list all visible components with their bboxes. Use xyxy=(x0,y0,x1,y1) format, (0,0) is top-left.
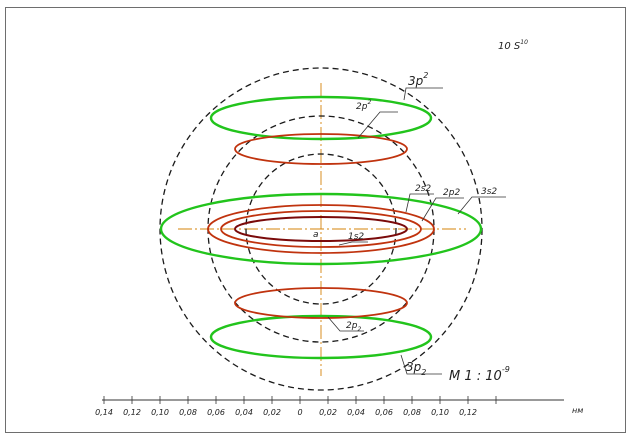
leader-2p-top xyxy=(357,111,398,139)
scale-label: M 1 : 10-9 xyxy=(449,365,510,384)
scale-tick-label: 0,14 xyxy=(95,408,113,417)
orbital-2p-bottom xyxy=(234,287,408,319)
label-2s2: 2s2 xyxy=(415,184,431,194)
scale-tick-label: 0,08 xyxy=(403,408,421,417)
nucleus-label: a xyxy=(313,230,319,240)
orbital-1s2 xyxy=(234,216,408,242)
label-3p-bottom: 3p2 xyxy=(406,360,426,377)
scale-tick-label: 0 xyxy=(297,408,302,417)
orbital-2s2 xyxy=(207,204,435,254)
label-3p-top: 3p2 xyxy=(408,71,428,88)
label-2p-bottom: 2p2 xyxy=(346,321,361,333)
scale-tick-label: 0,02 xyxy=(263,408,281,417)
scale-tick-label: 0,12 xyxy=(459,408,477,417)
shell-circle-inner xyxy=(245,153,397,305)
scale-tick-label: 0,10 xyxy=(431,408,449,417)
scale-tick-label: 0,02 xyxy=(319,408,337,417)
scale-tick-label: 0,10 xyxy=(151,408,169,417)
label-3s2: 3s2 xyxy=(481,187,497,197)
leader-2p-bottom xyxy=(327,316,364,332)
leader-3s2 xyxy=(457,196,506,215)
label-2p-top: 2p2 xyxy=(356,99,371,112)
scale-tick-label: 0,04 xyxy=(235,408,253,417)
leader-2s2 xyxy=(405,193,434,213)
orbital-2p2 xyxy=(220,210,422,248)
scale-tick-label: 0,04 xyxy=(347,408,365,417)
scale-tick-label: 0,12 xyxy=(123,408,141,417)
scale-bar-ticks: 0,14 0,12 0,10 0,08 0,06 0,04 0,02 0 0,02 0,04 0,0… xyxy=(95,396,497,417)
scale-tick-label: 0,06 xyxy=(375,408,393,417)
orbital-3p-top xyxy=(209,95,433,141)
orbital-3p-bottom xyxy=(209,314,433,360)
leader-3p-top xyxy=(403,87,443,101)
orbital-3s2 xyxy=(159,192,483,266)
leader-2p2 xyxy=(421,197,464,222)
orbital-2p-top xyxy=(234,133,408,165)
label-2p2: 2p2 xyxy=(443,188,460,198)
scale-bar-unit: нм xyxy=(572,406,583,415)
drawing-frame: a 10 S10 3p2 2p2 2s2 2p2 3s2 1s2 2p2 3p2… xyxy=(5,7,626,433)
label-1s2: 1s2 xyxy=(348,232,364,242)
scale-tick-label: 0,08 xyxy=(179,408,197,417)
scale-tick-label: 0,06 xyxy=(207,408,225,417)
corner-note: 10 S10 xyxy=(498,39,528,52)
leader-1s2 xyxy=(338,241,368,246)
scale-bar: 0,14 0,12 0,10 0,08 0,06 0,04 0,02 0 0,02 0,04 0,0… xyxy=(95,396,583,417)
atom-diagram: a 10 S10 3p2 2p2 2s2 2p2 3s2 1s2 2p2 3p2… xyxy=(95,39,583,417)
leader-3p-bottom xyxy=(400,354,442,375)
